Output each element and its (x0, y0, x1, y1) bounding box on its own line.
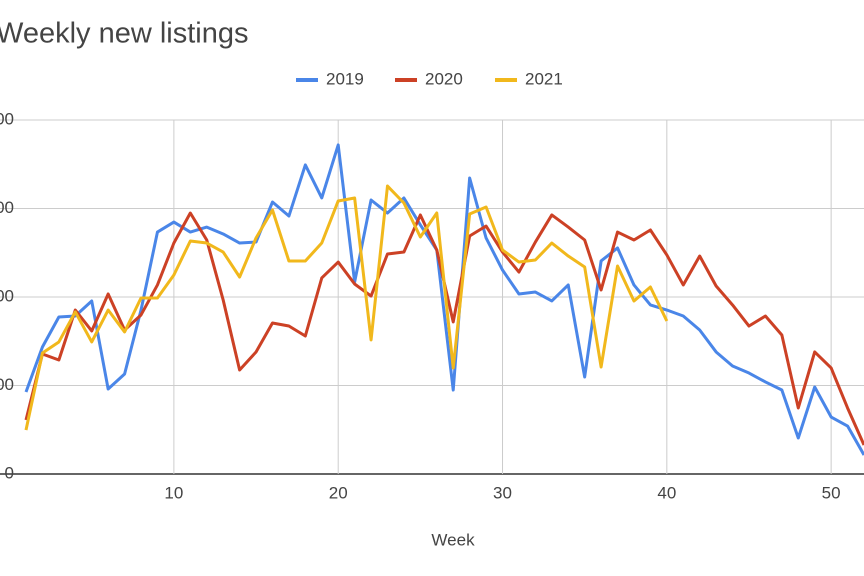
series-line (24, 143, 864, 456)
y-tick-label: 1000 (0, 375, 14, 394)
series-line (24, 184, 669, 431)
x-tick-label: 40 (657, 483, 676, 502)
legend-label: 2021 (525, 69, 563, 88)
legend-label: 2020 (425, 69, 463, 88)
y-tick-label: 0 (5, 463, 14, 482)
x-tick-label: 30 (493, 483, 512, 502)
y-tick-label: 4000 (0, 109, 14, 128)
y-tick-label: 2000 (0, 286, 14, 305)
legend-label: 2019 (326, 69, 364, 88)
x-tick-label: 50 (822, 483, 841, 502)
chart-title: Weekly new listings (0, 18, 249, 50)
y-tick-label: 3000 (0, 198, 14, 217)
x-tick-label: 20 (329, 483, 348, 502)
x-axis-label: Week (431, 530, 475, 549)
x-tick-label: 10 (164, 483, 183, 502)
